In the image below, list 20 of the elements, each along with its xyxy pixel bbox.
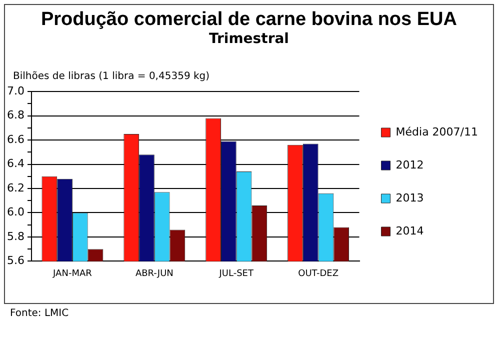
- x-tick-label: OUT-DEZ: [298, 268, 338, 279]
- source-note: Fonte: LMIC: [10, 308, 69, 319]
- x-tick-label: ABR-JUN: [135, 268, 174, 279]
- y-tick-label: 6.0: [6, 206, 24, 219]
- y-tick-label: 5.8: [6, 230, 24, 243]
- legend-label: 2012: [396, 158, 424, 172]
- y-tick-label: 6.4: [6, 157, 24, 170]
- y-tick-label: 5.6: [6, 254, 24, 268]
- legend-label: 2013: [396, 191, 424, 204]
- legend-label: Média 2007/11: [396, 125, 478, 138]
- legend-label: 2014: [396, 224, 424, 238]
- chart-title: Produção comercial de carne bovina nos EUA: [40, 9, 458, 31]
- x-tick-label: JAN-MAR: [52, 268, 92, 279]
- y-tick-label: 6.6: [6, 132, 24, 146]
- y-tick-label: 7.0: [6, 84, 24, 98]
- y-tick-label: 6.8: [6, 108, 24, 122]
- x-tick-label: JUL-SET: [218, 268, 254, 279]
- chart-subtitle: Trimestral: [208, 31, 290, 47]
- y-axis-title: Bilhões de libras (1 libra = 0,45359 kg): [13, 71, 210, 82]
- y-tick-label: 6.2: [6, 181, 24, 194]
